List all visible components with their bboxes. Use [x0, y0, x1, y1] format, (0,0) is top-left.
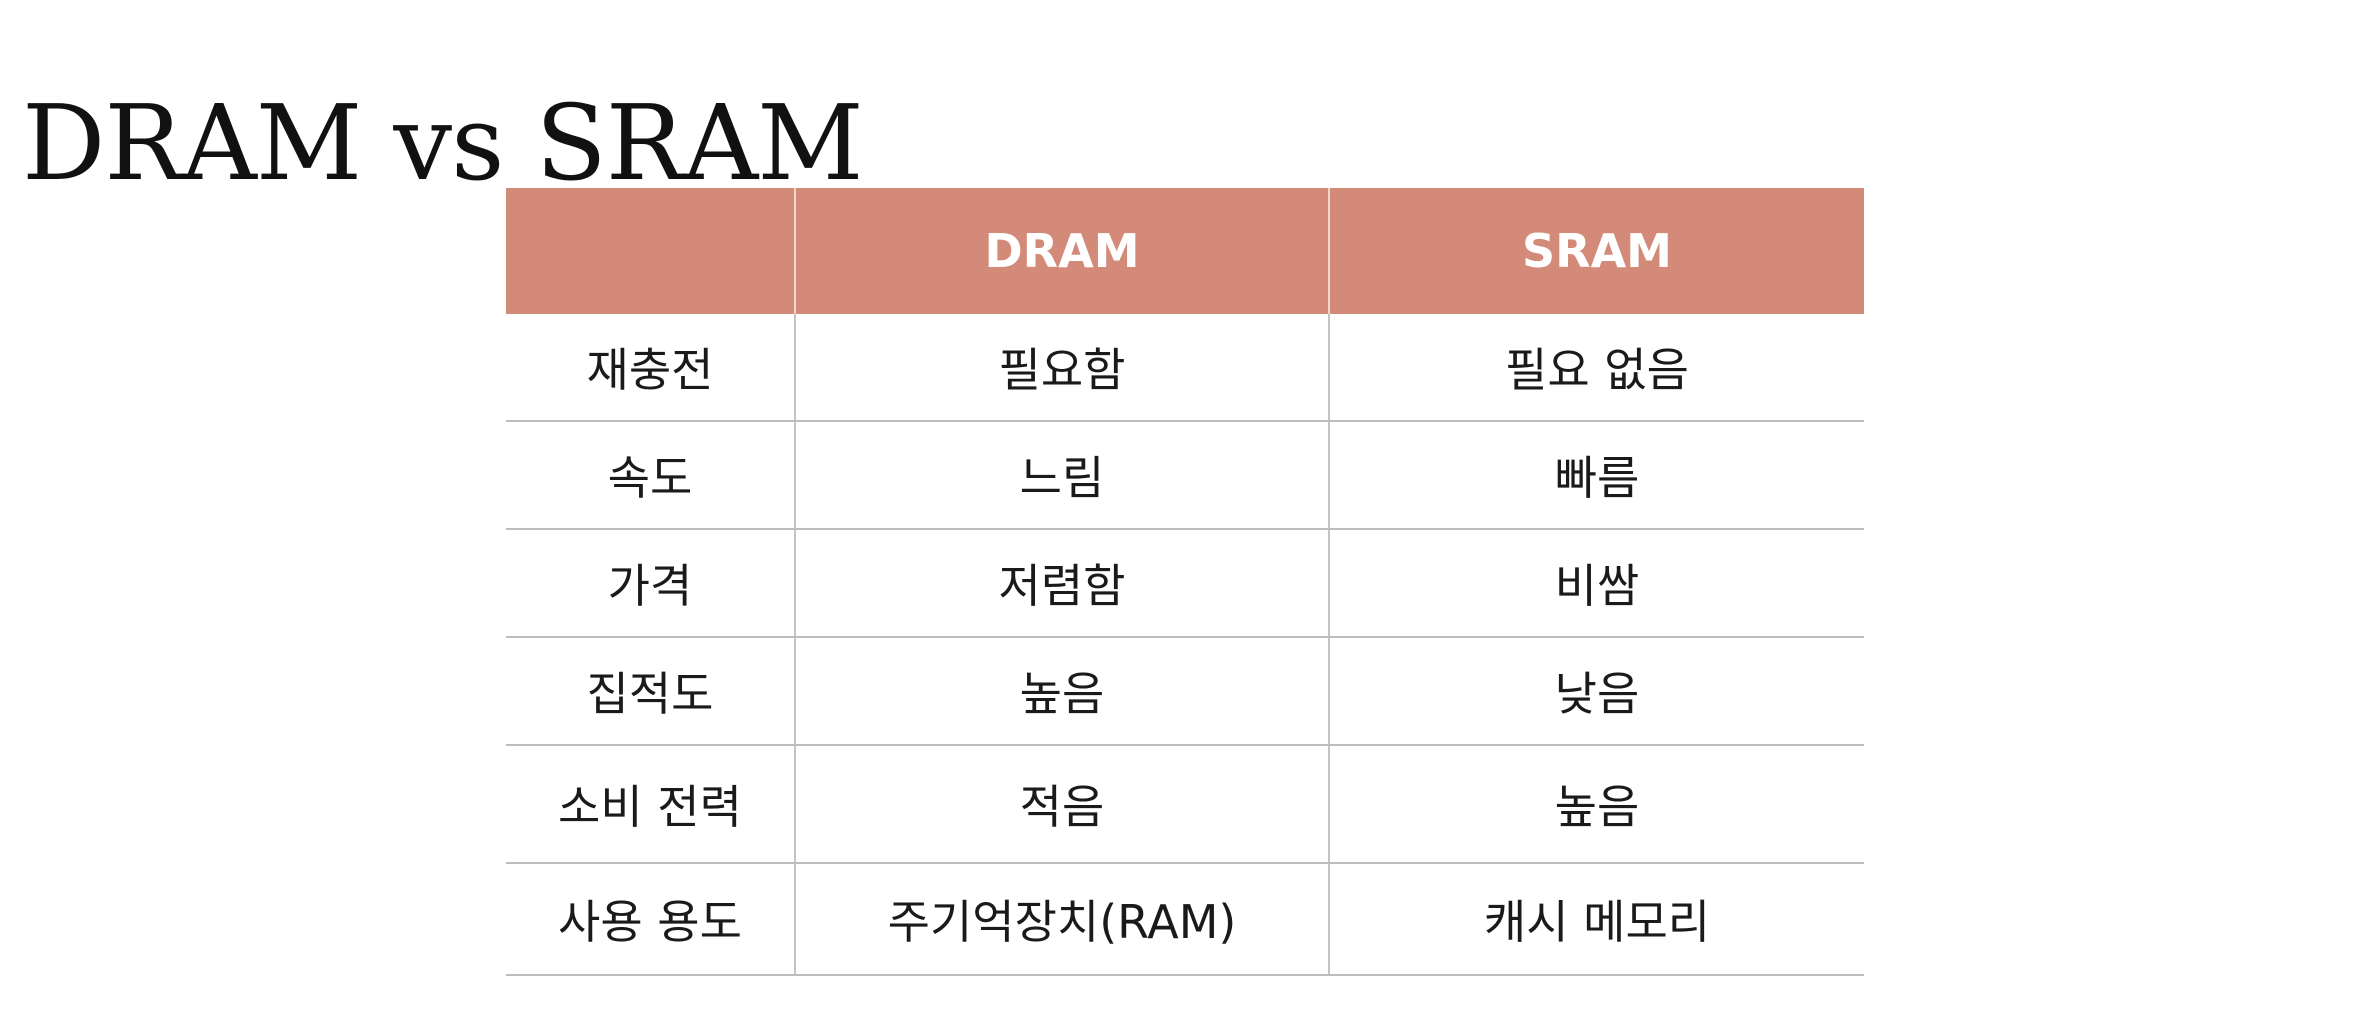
row-label: 가격 [506, 529, 795, 638]
sram-cell: 낮음 [1328, 637, 1864, 746]
row-label: 속도 [506, 421, 795, 530]
table-row: 가격 저렴함 비쌈 [506, 529, 1864, 638]
table-header-row: DRAM SRAM [506, 188, 1864, 314]
row-label: 사용 용도 [506, 863, 795, 976]
dram-cell: 적음 [794, 745, 1329, 864]
dram-cell: 필요함 [794, 314, 1329, 422]
header-cell-dram: DRAM [794, 188, 1329, 314]
table-row: 집적도 높음 낮음 [506, 637, 1864, 746]
row-label: 재충전 [506, 314, 795, 422]
table-row: 소비 전력 적음 높음 [506, 745, 1864, 864]
sram-cell: 비쌈 [1328, 529, 1864, 638]
dram-cell: 높음 [794, 637, 1329, 746]
row-label: 소비 전력 [506, 745, 795, 864]
sram-cell: 빠름 [1328, 421, 1864, 530]
dram-cell: 느림 [794, 421, 1329, 530]
slide-title: DRAM vs SRAM [22, 81, 864, 204]
dram-cell: 주기억장치(RAM) [794, 863, 1329, 976]
row-label: 집적도 [506, 637, 795, 746]
table-row: 속도 느림 빠름 [506, 421, 1864, 530]
header-cell-sram: SRAM [1328, 188, 1864, 314]
table-row: 재충전 필요함 필요 없음 [506, 314, 1864, 422]
sram-cell: 캐시 메모리 [1328, 863, 1864, 976]
sram-cell: 필요 없음 [1328, 314, 1864, 422]
table-row: 사용 용도 주기억장치(RAM) 캐시 메모리 [506, 863, 1864, 976]
header-cell-empty [506, 188, 795, 314]
comparison-table: DRAM SRAM 재충전 필요함 필요 없음 속도 느림 빠름 가격 저렴함 … [506, 188, 1864, 976]
sram-cell: 높음 [1328, 745, 1864, 864]
dram-cell: 저렴함 [794, 529, 1329, 638]
